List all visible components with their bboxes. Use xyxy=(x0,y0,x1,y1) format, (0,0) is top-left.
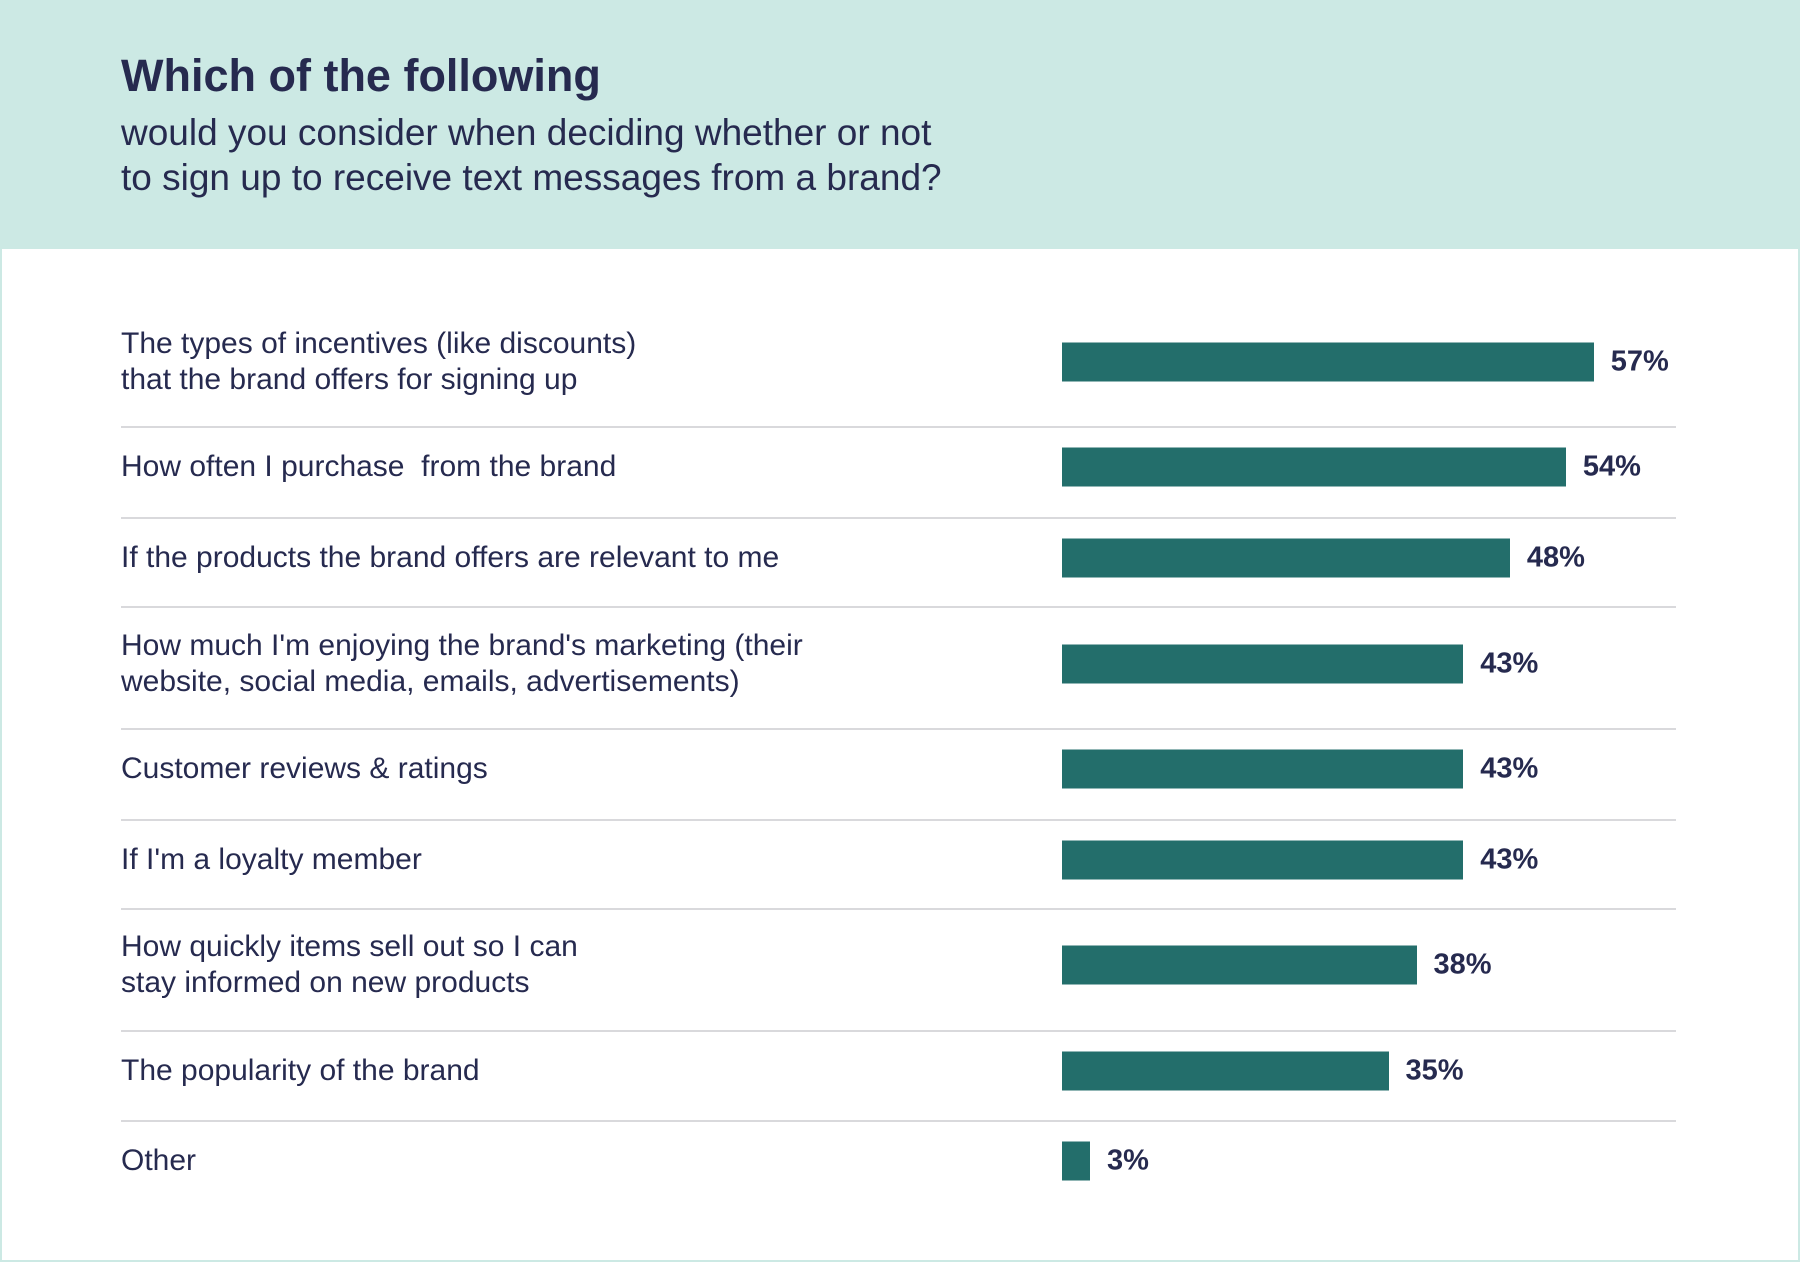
bar xyxy=(1062,749,1464,789)
row-divider xyxy=(121,1120,1676,1122)
value-label: 43% xyxy=(1480,647,1539,680)
row-divider xyxy=(121,908,1676,910)
bar xyxy=(1062,1141,1090,1181)
value-label: 38% xyxy=(1433,948,1492,981)
bar xyxy=(1062,342,1594,382)
category-label: How often I purchase from the brand xyxy=(121,450,617,483)
bar xyxy=(1062,945,1417,985)
bar xyxy=(1062,644,1464,684)
row-divider xyxy=(121,426,1676,428)
category-label: How quickly items sell out so I can stay… xyxy=(121,930,578,999)
value-label: 3% xyxy=(1106,1144,1149,1177)
bar xyxy=(1062,538,1510,578)
chart-title: Which of the following xyxy=(121,50,601,101)
value-label: 35% xyxy=(1405,1054,1464,1087)
category-label: How much I'm enjoying the brand's market… xyxy=(121,629,803,698)
row-divider xyxy=(121,606,1676,608)
header-banner: Which of the following would you conside… xyxy=(0,0,1800,249)
value-label: 43% xyxy=(1480,843,1539,876)
category-label: Other xyxy=(121,1144,197,1177)
value-label: 48% xyxy=(1526,541,1585,574)
value-label: 43% xyxy=(1480,752,1539,785)
row-divider xyxy=(121,819,1676,821)
value-label: 54% xyxy=(1582,450,1641,483)
bar xyxy=(1062,447,1566,487)
value-label: 57% xyxy=(1610,345,1669,378)
category-label: The popularity of the brand xyxy=(121,1054,480,1087)
bar xyxy=(1062,1051,1389,1091)
bar xyxy=(1062,840,1464,880)
category-label: If I'm a loyalty member xyxy=(121,843,422,876)
subtitle-line-1: would you consider when deciding whether… xyxy=(121,112,932,153)
subtitle-line-2: to sign up to receive text messages from… xyxy=(121,157,942,198)
row-divider xyxy=(121,517,1676,519)
category-label: Customer reviews & ratings xyxy=(121,752,488,785)
category-label: The types of incentives (like discounts)… xyxy=(121,327,637,396)
row-divider xyxy=(121,728,1676,730)
category-label: If the products the brand offers are rel… xyxy=(121,541,780,574)
chart-subtitle: would you consider when deciding whether… xyxy=(121,110,942,200)
row-divider xyxy=(121,1030,1676,1032)
